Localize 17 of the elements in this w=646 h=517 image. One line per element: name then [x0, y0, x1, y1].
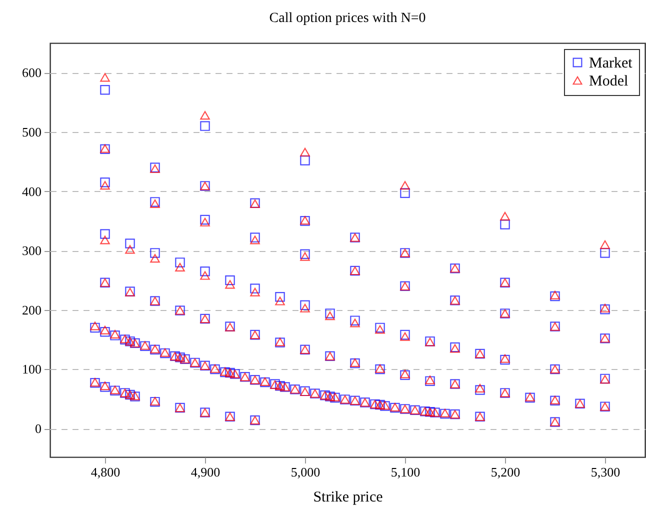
x-tick-label: 4,800: [90, 464, 120, 480]
x-tick-label: 5,200: [490, 464, 520, 480]
y-tick-label: 100: [22, 362, 42, 377]
x-tick-label: 5,100: [390, 464, 420, 480]
x-tick-label: 4,900: [190, 464, 220, 480]
x-tick-label: 5,300: [590, 464, 620, 480]
legend-label: Market: [589, 56, 634, 72]
y-tick-label: 300: [22, 243, 42, 258]
y-tick-label: 400: [22, 184, 42, 199]
y-tick-label: 500: [22, 124, 42, 140]
y-tick-label: 0: [35, 421, 42, 436]
legend-label: Model: [589, 74, 628, 90]
x-tick-label: 5,000: [290, 464, 320, 480]
y-tick-label: 600: [22, 65, 42, 80]
y-tick-label: 200: [22, 302, 42, 318]
chart-title: Call option prices with N=0: [269, 11, 426, 26]
x-axis-title: Strike price: [313, 490, 384, 506]
